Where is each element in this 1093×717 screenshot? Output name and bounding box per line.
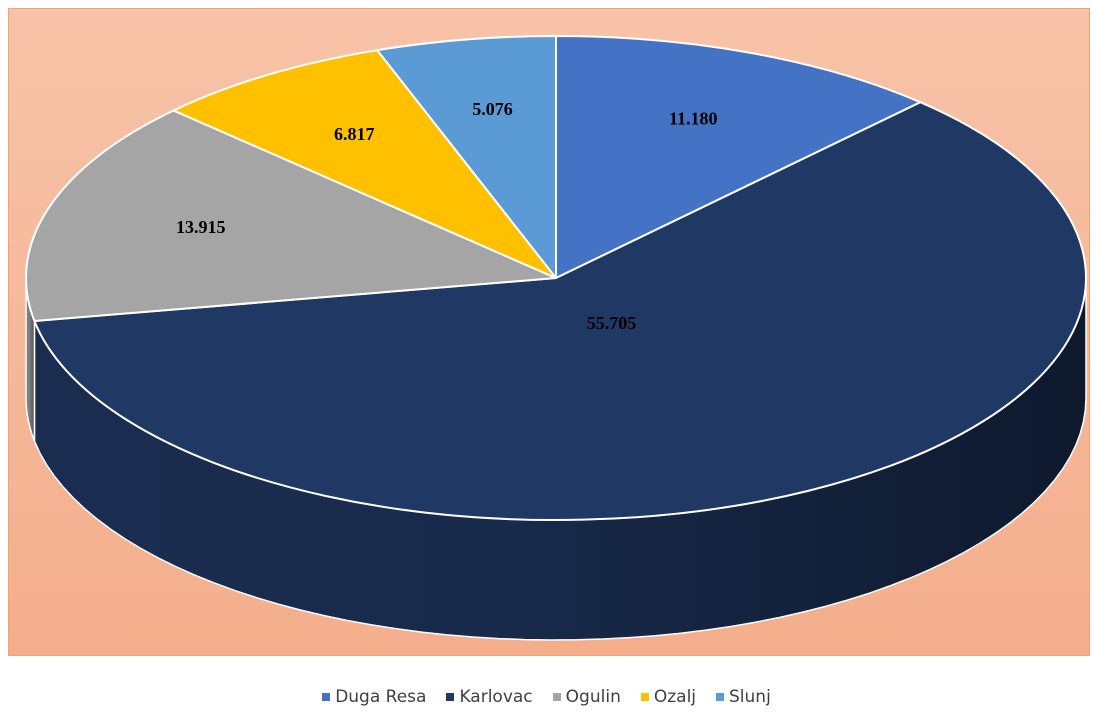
legend: Duga Resa Karlovac Ogulin Ozalj Slunj [0, 684, 1093, 710]
legend-item-karlovac: Karlovac [446, 687, 533, 707]
legend-label-karlovac: Karlovac [459, 687, 533, 707]
data-label-slunj: 5.076 [472, 99, 513, 119]
legend-item-duga-resa: Duga Resa [322, 687, 426, 707]
legend-swatch-ogulin [552, 693, 561, 701]
pie-slice-duga-resa [555, 35, 922, 279]
legend-item-ozalj: Ozalj [640, 687, 697, 707]
legend-swatch-duga-resa [322, 693, 331, 701]
pie-slice-slunj [376, 35, 557, 279]
legend-label-ogulin: Ogulin [565, 687, 621, 707]
data-label-duga-resa: 11.180 [669, 109, 718, 129]
data-label-ozalj: 6.817 [334, 124, 375, 144]
pie-chart-svg: 11.180 55.705 13.915 6.817 5.076 [25, 35, 1087, 641]
pie-slice-ogulin [25, 109, 557, 322]
legend-label-ozalj: Ozalj [653, 687, 697, 707]
legend-item-slunj: Slunj [716, 687, 771, 707]
data-label-karlovac: 55.705 [587, 313, 637, 333]
legend-swatch-karlovac [446, 693, 455, 701]
legend-swatch-ozalj [640, 693, 649, 701]
data-label-ogulin: 13.915 [176, 217, 226, 237]
legend-label-slunj: Slunj [729, 687, 771, 707]
legend-label-duga-resa: Duga Resa [335, 687, 427, 707]
legend-swatch-slunj [716, 693, 725, 701]
pie-slice-ozalj [172, 49, 557, 279]
pie-slice-karlovac [33, 101, 1087, 521]
legend-item-ogulin: Ogulin [552, 687, 621, 707]
